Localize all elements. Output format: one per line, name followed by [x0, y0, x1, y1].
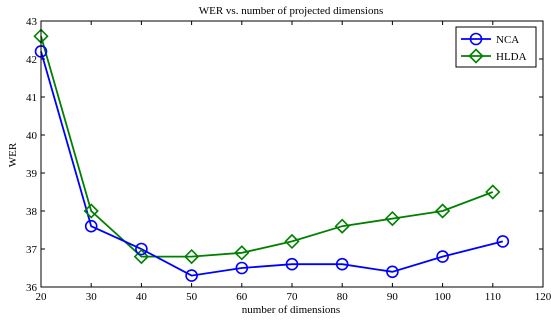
y-tick-label: 36 — [26, 282, 38, 294]
x-tick-label: 100 — [434, 291, 451, 303]
y-tick-label: 43 — [26, 16, 38, 28]
point-nca — [84, 219, 98, 233]
point-hlda — [234, 245, 250, 261]
point-hlda — [133, 248, 150, 265]
x-tick-label: 40 — [136, 291, 148, 303]
point-nca — [335, 257, 349, 271]
point-hlda — [334, 218, 350, 234]
point-nca — [496, 235, 510, 248]
x-tick-label: 110 — [485, 291, 502, 303]
y-tick-label: 40 — [26, 130, 38, 142]
x-tick-label: 30 — [86, 291, 98, 303]
y-tick-label: 37 — [26, 244, 38, 256]
y-tick-label: 38 — [26, 206, 38, 218]
y-tick-label: 41 — [26, 92, 37, 104]
series-line-nca — [40, 51, 504, 277]
point-hlda — [434, 203, 451, 219]
legend-label-nca: NCA — [496, 34, 519, 46]
point-nca — [436, 250, 449, 263]
series-line-hlda — [40, 35, 494, 258]
y-tick-label: 39 — [26, 168, 38, 180]
x-tick-label: 50 — [186, 291, 198, 303]
point-hlda — [284, 233, 300, 250]
point-hlda — [83, 203, 99, 219]
x-tick-label: 80 — [337, 291, 349, 303]
x-tick-label: 90 — [387, 291, 399, 303]
axes: 20 30 40 50 60 70 80 90 100 110 120 36 37 38 39 40 41 42 4… — [26, 16, 551, 303]
y-tick-label: 42 — [26, 54, 37, 66]
point-hlda — [384, 210, 401, 227]
legend: NCA HLDA — [455, 26, 537, 68]
legend-marker-hlda — [468, 48, 484, 64]
point-hlda — [485, 184, 501, 200]
legend-box — [455, 26, 537, 68]
x-tick-label: 70 — [287, 291, 299, 303]
y-axis-label: WER — [7, 142, 19, 167]
point-hlda — [183, 248, 200, 265]
plot-area — [33, 28, 510, 282]
x-tick-label: 120 — [535, 291, 551, 303]
point-nca — [285, 257, 299, 271]
chart-title: WER vs. number of projected dimensions — [199, 5, 384, 17]
legend-marker-nca — [469, 32, 483, 46]
x-tick-label: 60 — [236, 291, 248, 303]
point-nca — [235, 261, 249, 275]
x-axis-label: number of dimensions — [242, 304, 340, 316]
x-tick-label: 20 — [36, 291, 48, 303]
legend-label-hlda: HLDA — [496, 51, 527, 63]
point-nca — [135, 242, 148, 256]
point-nca — [185, 269, 198, 282]
point-nca — [386, 265, 399, 279]
